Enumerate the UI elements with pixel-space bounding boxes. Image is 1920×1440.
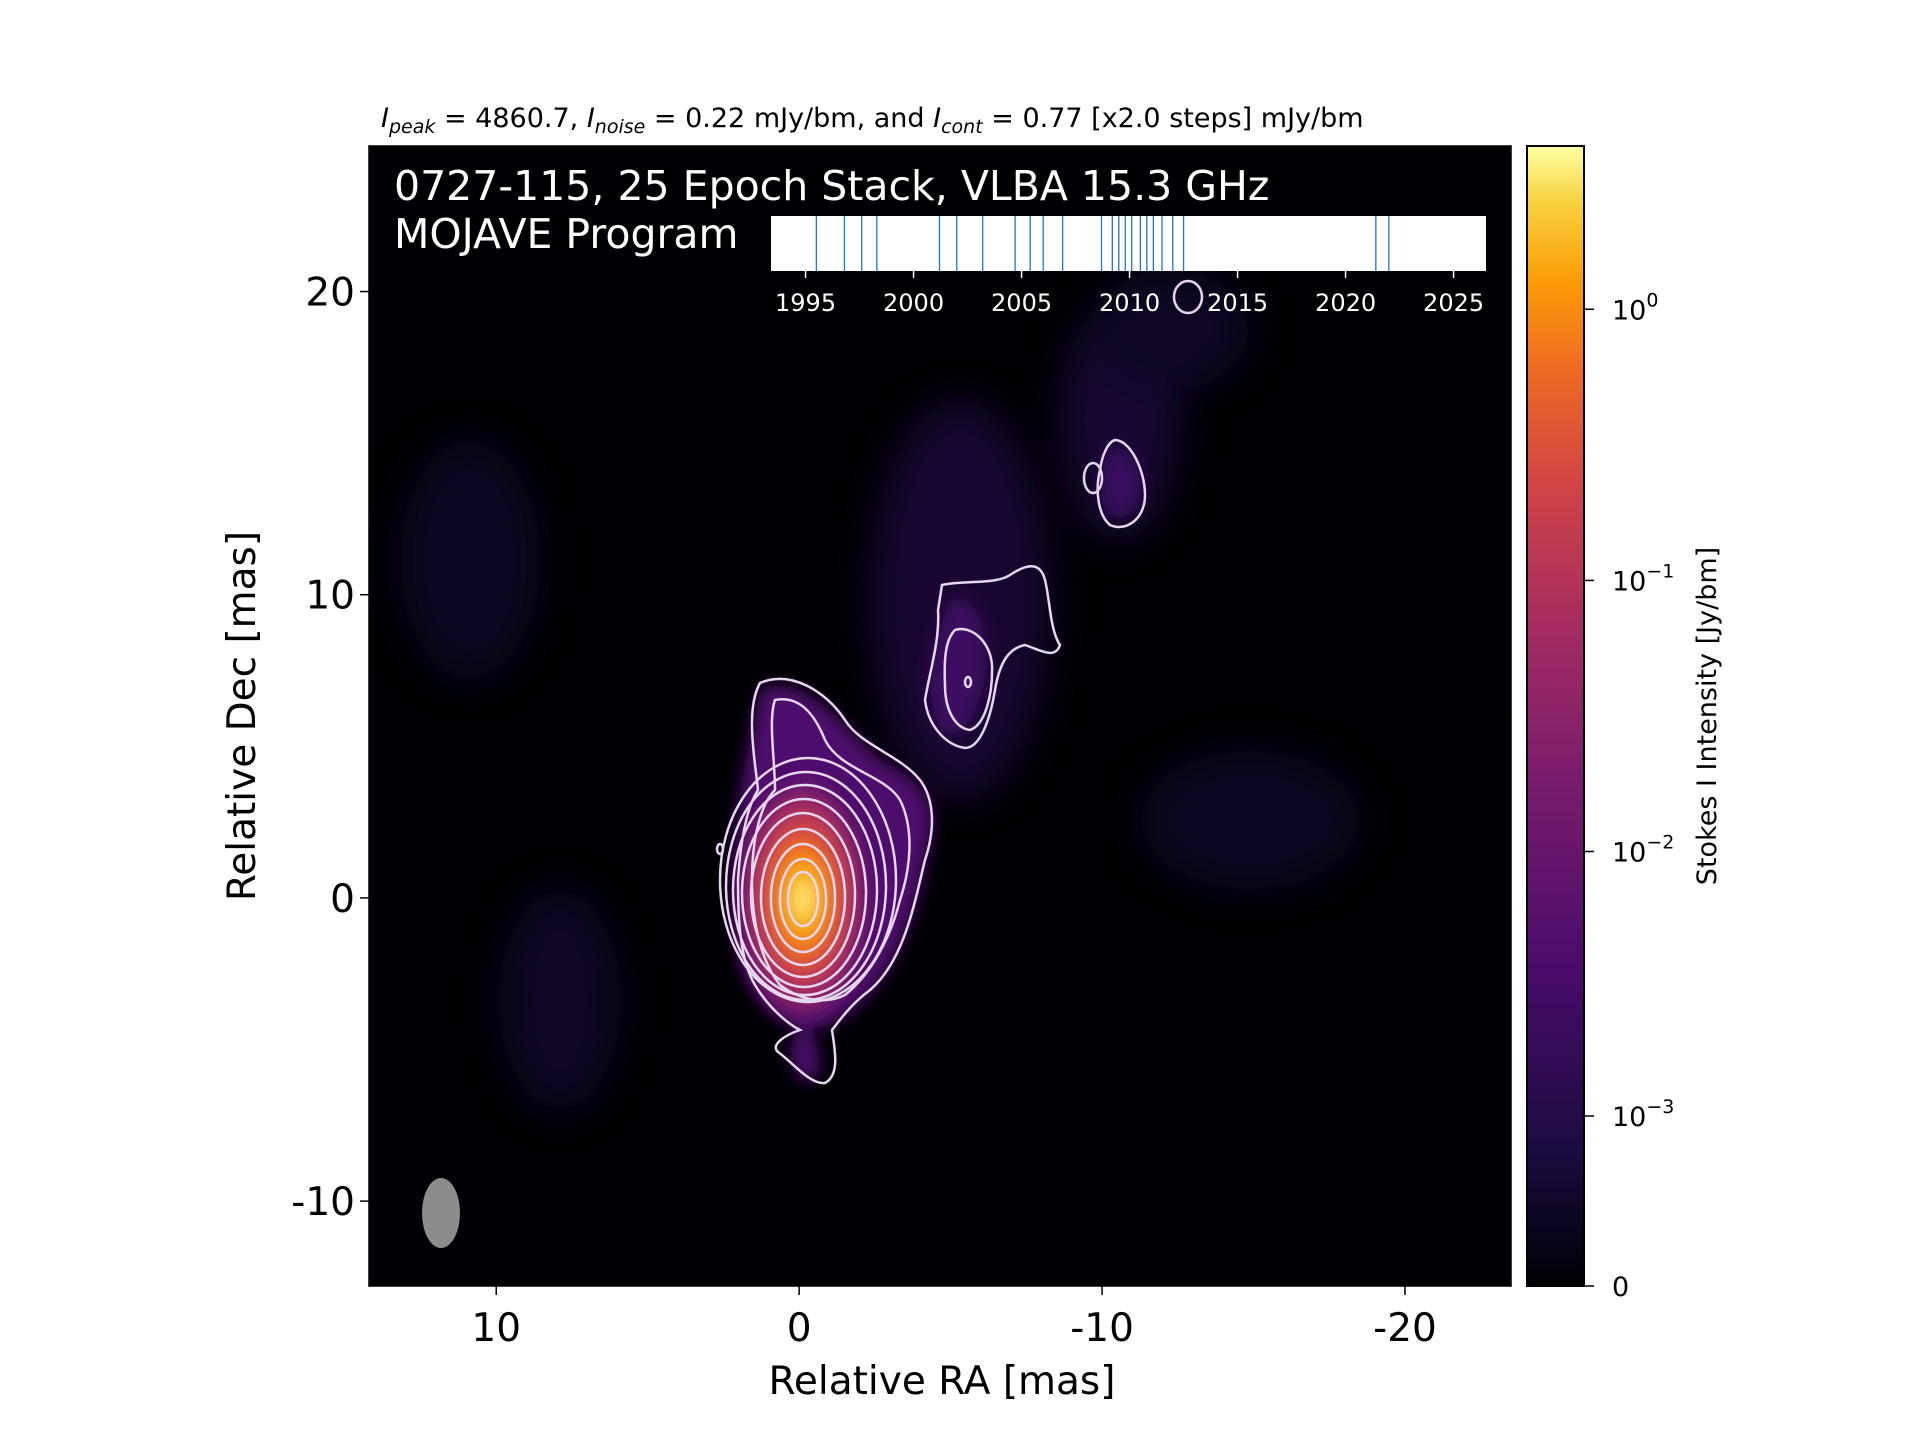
timeline-tick-label-0: 1995 — [775, 289, 836, 317]
chart-title-line-1: 0727-115, 25 Epoch Stack, VLBA 15.3 GHz — [394, 162, 1269, 210]
header-part-6: I — [933, 103, 941, 134]
colorbar-gradient — [1526, 145, 1585, 1287]
header-part-0: I — [381, 103, 389, 134]
colorbar-label: Stokes I Intensity [Jy/bm] — [1692, 547, 1723, 885]
image-frame — [368, 145, 1512, 1287]
y-tick-label-0: 20 — [305, 271, 355, 316]
y-axis-label: Relative Dec [mas] — [220, 531, 265, 901]
restoring-beam — [422, 1178, 460, 1248]
x-tick-label-1: 0 — [787, 1306, 812, 1351]
timeline-box — [771, 216, 1486, 271]
timeline-tick-label-3: 2010 — [1099, 289, 1160, 317]
header-part-7: cont — [941, 116, 984, 138]
colorbar-tick-label-0: 0 — [1612, 1272, 1629, 1303]
header-part-4: noise — [595, 116, 646, 138]
contour-lines — [715, 279, 1204, 1085]
colorbar-tick-label-1: 10−3 — [1612, 1096, 1674, 1133]
chart-header: Ipeak = 4860.7, Inoise = 0.22 mJy/bm, an… — [381, 103, 1364, 138]
timeline-tick-label-1: 2000 — [883, 289, 944, 317]
timeline-tick-label-6: 2025 — [1423, 289, 1484, 317]
x-tick-label-3: -20 — [1373, 1306, 1437, 1351]
timeline-tick-label-4: 2015 — [1207, 289, 1268, 317]
header-part-2: = 4860.7, — [435, 103, 586, 134]
header-part-5: = 0.22 mJy/bm, and — [645, 103, 933, 134]
timeline-tick-label-5: 2020 — [1315, 289, 1376, 317]
x-tick-label-2: -10 — [1070, 1306, 1134, 1351]
header-part-8: = 0.77 [x2.0 steps] mJy/bm — [983, 103, 1364, 134]
x-axis-label: Relative RA [mas] — [769, 1359, 1116, 1404]
chart-title-line-2: MOJAVE Program — [394, 210, 738, 258]
y-tick-label-3: -10 — [291, 1180, 355, 1225]
colorbar-tick-label-3: 10−1 — [1612, 560, 1674, 597]
image-panel: 0727-115, 25 Epoch Stack, VLBA 15.3 GHz … — [368, 145, 1512, 1287]
colorbar-tick-label-4: 100 — [1612, 289, 1658, 326]
y-tick-label-2: 0 — [330, 877, 355, 922]
timeline-tick-label-2: 2005 — [991, 289, 1052, 317]
epoch-timeline: 1995 2000 2005 2010 2015 2020 2025 — [771, 216, 1486, 317]
header-part-3: I — [587, 103, 595, 134]
colorbar-tick-label-2: 10−2 — [1612, 832, 1674, 869]
x-tick-label-0: 10 — [471, 1306, 521, 1351]
y-tick-label-1: 10 — [305, 574, 355, 619]
header-part-1: peak — [388, 116, 436, 138]
colorbar: 0 10−3 10−2 10−1 100 Stokes I Intensity [Jy/… — [1526, 145, 1723, 1303]
